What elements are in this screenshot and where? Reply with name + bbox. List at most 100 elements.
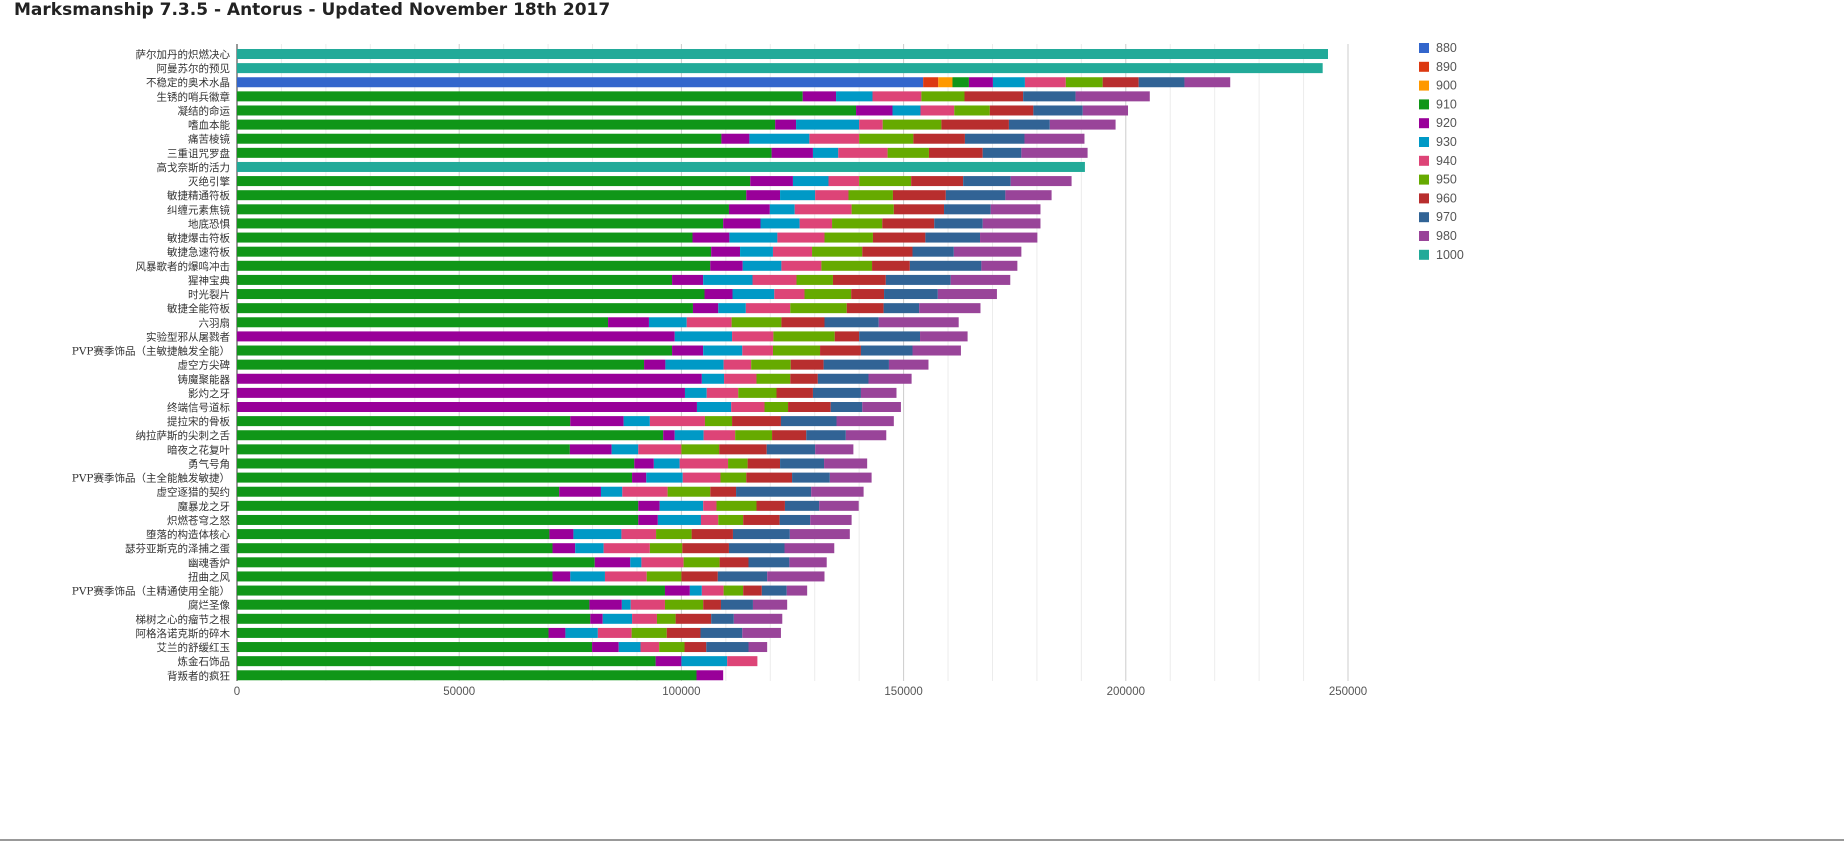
bar-segment-910[interactable] [237,260,711,271]
bar-segment-980[interactable] [990,204,1041,215]
bar-segment-960[interactable] [719,557,749,568]
bar-segment-930[interactable] [703,345,743,356]
bar-segment-950[interactable] [859,176,912,187]
bar-segment-920[interactable] [711,246,741,257]
bar-segment-930[interactable] [780,190,816,201]
bar-segment-930[interactable] [689,585,702,596]
bar-segment-910[interactable] [237,105,857,116]
bar-row[interactable] [237,458,868,469]
bar-segment-950[interactable] [821,260,873,271]
bar-segment-920[interactable] [672,274,704,285]
bar-segment-970[interactable] [1023,91,1076,102]
bar-segment-950[interactable] [723,585,744,596]
bar-segment-980[interactable] [752,599,788,610]
bar-segment-980[interactable] [937,289,997,300]
bar-segment-970[interactable] [717,571,768,582]
bar-segment-970[interactable] [711,613,734,624]
bar-row[interactable] [237,345,961,356]
bar-segment-940[interactable] [700,514,719,525]
bar-segment-970[interactable] [780,458,825,469]
bar-segment-960[interactable] [682,543,729,554]
bar-segment-910[interactable] [237,91,803,102]
bar-segment-930[interactable] [621,599,631,610]
bar-segment-930[interactable] [792,176,829,187]
bar-row[interactable] [237,444,854,455]
bar-segment-960[interactable] [893,204,945,215]
bar-segment-910[interactable] [237,670,697,681]
bar-segment-960[interactable] [964,91,1024,102]
bar-segment-950[interactable] [756,373,791,384]
bar-segment-980[interactable] [836,416,894,427]
bar-segment-920[interactable] [237,331,675,342]
bar-segment-930[interactable] [696,402,732,412]
bar-segment-960[interactable] [681,571,718,582]
bar-segment-960[interactable] [756,500,785,511]
bar-segment-960[interactable] [781,317,825,328]
bar-segment-880[interactable] [237,77,924,88]
legend-item-910[interactable]: 910 [1419,97,1457,111]
bar-segment-1000[interactable] [237,161,1085,172]
bar-segment-970[interactable] [925,232,981,243]
bar-segment-890[interactable] [923,77,939,88]
bar-segment-970[interactable] [945,190,1006,201]
bar-segment-960[interactable] [684,642,707,653]
bar-segment-950[interactable] [681,444,720,455]
bar-segment-920[interactable] [608,317,649,328]
bar-segment-960[interactable] [846,303,884,314]
bar-segment-970[interactable] [700,627,743,638]
bar-row[interactable] [237,486,864,497]
bar-segment-940[interactable] [731,402,765,412]
bar-row[interactable] [237,387,897,398]
bar-row[interactable] [237,133,1085,144]
bar-segment-980[interactable] [824,458,868,469]
bar-segment-970[interactable] [982,147,1022,158]
bar-row[interactable] [237,289,997,300]
bar-segment-980[interactable] [868,373,912,384]
bar-segment-940[interactable] [622,486,668,497]
bar-segment-970[interactable] [912,246,954,257]
bar-segment-960[interactable] [710,486,737,497]
bar-segment-930[interactable] [742,260,782,271]
bar-segment-980[interactable] [789,557,827,568]
bar-segment-940[interactable] [1024,77,1066,88]
bar-segment-910[interactable] [237,656,656,667]
bar-segment-920[interactable] [663,430,675,441]
bar-segment-910[interactable] [237,190,747,201]
bar-segment-930[interactable] [602,613,633,624]
bar-segment-940[interactable] [603,543,650,554]
bar-segment-940[interactable] [815,190,849,201]
bar-segment-970[interactable] [779,514,811,525]
legend-item-920[interactable]: 920 [1419,116,1457,130]
bar-segment-910[interactable] [237,514,639,525]
bar-segment-950[interactable] [656,529,692,540]
bar-segment-970[interactable] [1033,105,1083,116]
bar-segment-980[interactable] [953,246,1022,257]
legend[interactable]: 880 890 900 910 920 930 940 950 960 970 980 1000 [1419,41,1464,262]
bar-segment-950[interactable] [804,289,852,300]
bar-row[interactable] [237,77,1231,88]
bar-segment-910[interactable] [237,246,712,257]
bar-segment-980[interactable] [912,345,961,356]
bar-segment-960[interactable] [719,444,767,455]
bar-segment-910[interactable] [237,317,609,328]
bar-segment-980[interactable] [811,486,864,497]
legend-item-880[interactable]: 880 [1419,41,1457,55]
bar-segment-930[interactable] [648,317,687,328]
bar-segment-930[interactable] [665,359,724,370]
bar-segment-950[interactable] [664,599,704,610]
bar-segment-950[interactable] [773,331,835,342]
bar-segment-910[interactable] [237,458,635,469]
bar-segment-960[interactable] [691,529,733,540]
bar-segment-910[interactable] [237,599,590,610]
bar-segment-940[interactable] [703,430,736,441]
bar-row[interactable] [237,627,781,638]
bar-segment-940[interactable] [641,557,684,568]
bar-segment-960[interactable] [743,585,762,596]
bar-row[interactable] [237,147,1088,158]
bar-segment-980[interactable] [733,613,783,624]
bar-segment-950[interactable] [796,274,833,285]
bar-segment-920[interactable] [750,176,793,187]
bar-segment-970[interactable] [1138,77,1185,88]
bar-row[interactable] [237,402,901,412]
bar-segment-910[interactable] [237,289,705,300]
